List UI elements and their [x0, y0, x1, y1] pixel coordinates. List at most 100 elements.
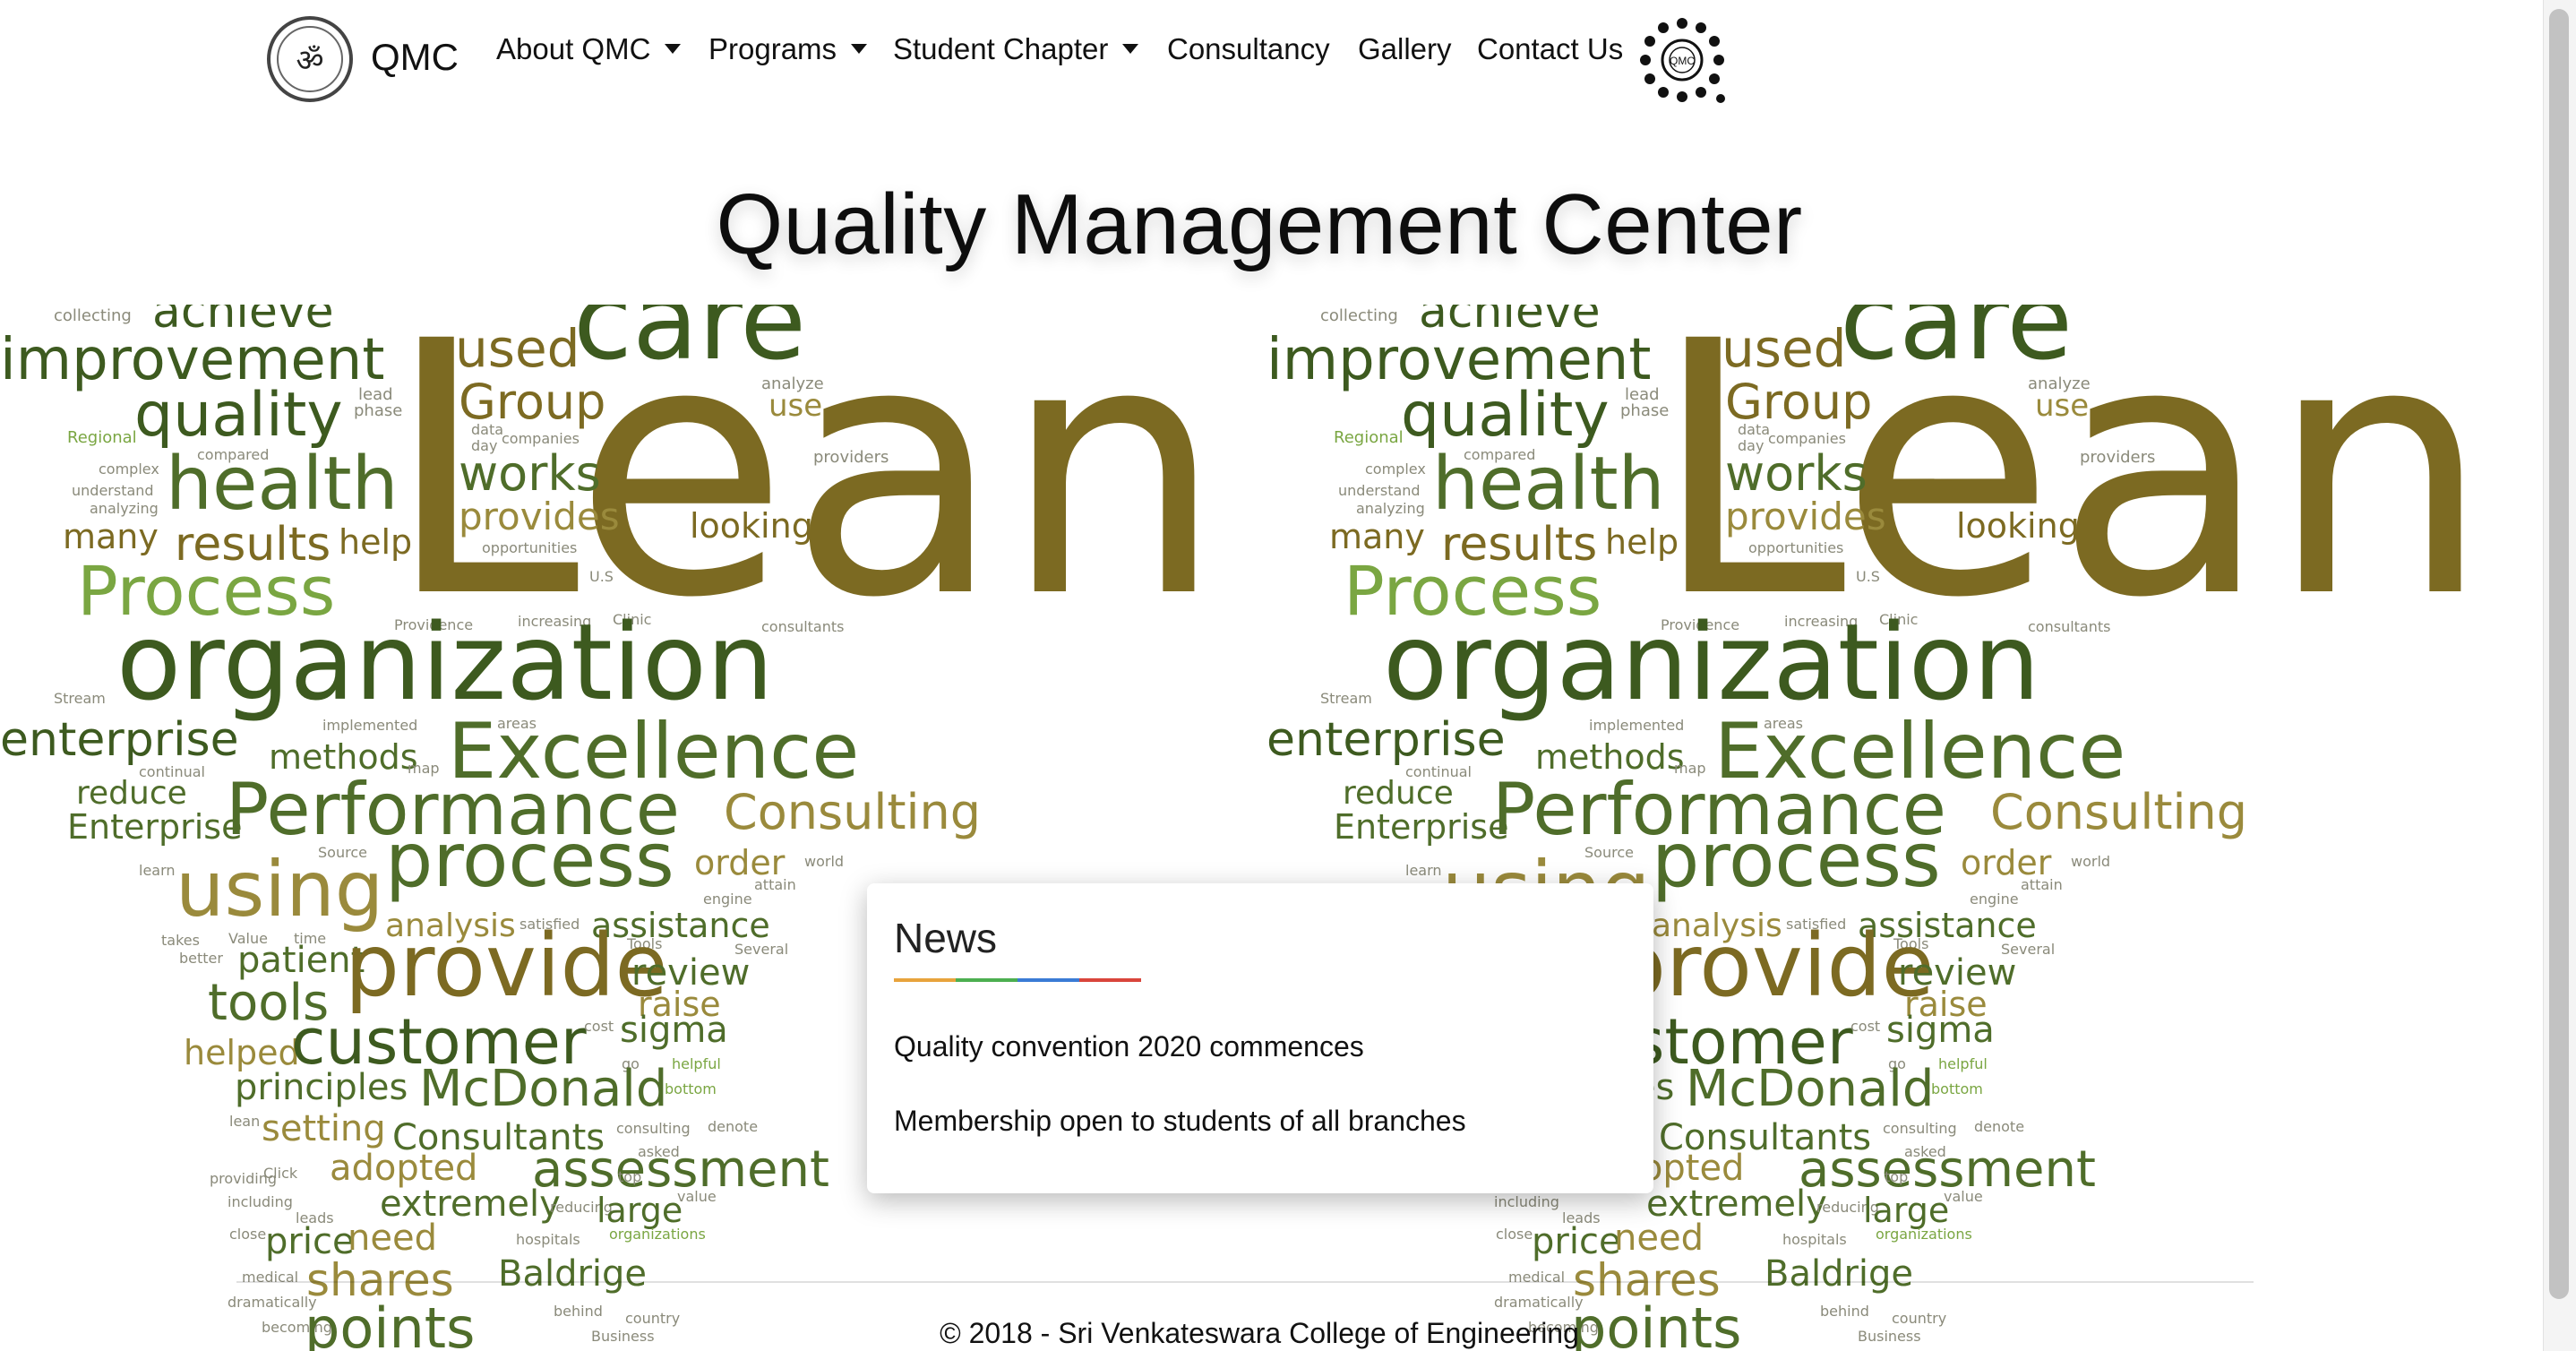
- word-cloud-word: organizations: [609, 1226, 706, 1243]
- word-cloud-word: consulting: [1883, 1120, 1957, 1137]
- word-cloud-word: Lean: [1652, 305, 2491, 674]
- nav-programs-label: Programs: [708, 32, 837, 65]
- word-cloud-word: setting: [262, 1108, 386, 1149]
- word-cloud-word: analysis: [385, 908, 516, 944]
- word-cloud-word: provides: [459, 495, 620, 538]
- word-cloud-word: phase: [354, 401, 403, 420]
- word-cloud-word: organization: [116, 600, 774, 724]
- word-cloud-word: analyze: [761, 374, 824, 393]
- word-cloud-word: world: [2071, 853, 2111, 870]
- page-title: Quality Management Center: [716, 176, 1803, 272]
- word-cloud-word: day: [1738, 437, 1765, 454]
- word-cloud-word: compared: [1464, 446, 1536, 463]
- word-cloud-word: Providence: [394, 616, 474, 633]
- word-cloud-word: raise: [1904, 985, 1988, 1024]
- word-cloud-word: map: [1674, 760, 1706, 777]
- nav-programs[interactable]: Programs: [708, 32, 868, 66]
- word-cloud-word: raise: [638, 985, 721, 1024]
- word-cloud-word: denote: [708, 1118, 759, 1135]
- word-cloud-word: Consulting: [1990, 784, 2248, 840]
- word-cloud-word: need: [348, 1218, 437, 1259]
- word-cloud-word: health: [1432, 442, 1665, 527]
- word-cloud-word: Group: [459, 374, 606, 430]
- word-cloud-word: U.S: [1856, 568, 1880, 585]
- scrollbar-thumb[interactable]: [2549, 9, 2569, 1299]
- word-cloud-word: Excellence: [1714, 707, 2126, 796]
- word-cloud-word: companies: [502, 430, 580, 447]
- word-cloud-word: leads: [296, 1209, 334, 1226]
- word-cloud-word: works: [1725, 445, 1868, 502]
- scrollbar[interactable]: [2543, 0, 2576, 1351]
- word-cloud-word: reduce: [76, 775, 187, 812]
- word-cloud-word: implemented: [1589, 717, 1685, 734]
- word-cloud-word: use: [2035, 388, 2090, 424]
- word-cloud-word: Enterprise: [1334, 807, 1509, 847]
- nav-consultancy[interactable]: Consultancy: [1167, 32, 1330, 65]
- word-cloud-word: hospitals: [516, 1231, 580, 1248]
- word-cloud-word: Clinic: [1879, 611, 1919, 628]
- nav-contact-us[interactable]: Contact Us: [1477, 32, 1624, 65]
- word-cloud-word: helpful: [672, 1055, 721, 1072]
- word-cloud-word: Business: [591, 1328, 655, 1345]
- word-cloud-word: review: [1898, 952, 2017, 994]
- word-cloud-word: quality: [134, 380, 343, 451]
- word-cloud-word: quality: [1401, 380, 1610, 451]
- word-cloud-word: understand: [72, 482, 154, 499]
- word-cloud-word: medical: [242, 1269, 299, 1286]
- word-cloud-word: provide: [1611, 916, 1935, 1016]
- word-cloud-word: consulting: [616, 1120, 691, 1137]
- word-cloud-word: hospitals: [1782, 1231, 1847, 1248]
- word-cloud-word: including: [228, 1193, 293, 1210]
- word-cloud-word: lean: [229, 1113, 261, 1130]
- word-cloud-word: Regional: [67, 428, 137, 447]
- word-cloud-word: becoming: [1528, 1319, 1599, 1336]
- word-cloud-word: Source: [318, 844, 367, 861]
- nav-about-qmc[interactable]: About QMC: [496, 32, 682, 66]
- word-cloud-word: use: [769, 388, 823, 424]
- word-cloud-word: providers: [813, 448, 889, 467]
- word-cloud-word: Lean: [385, 305, 1224, 674]
- word-cloud-word: organizations: [1876, 1226, 1972, 1243]
- word-cloud-word: continual: [139, 763, 205, 780]
- word-cloud-word: lead: [358, 385, 393, 404]
- partner-logo-icon[interactable]: QMC: [1637, 16, 1727, 104]
- word-cloud-word: consultants: [761, 618, 845, 635]
- news-item[interactable]: Membership open to students of all branc…: [894, 1105, 1466, 1137]
- word-cloud-word: analyzing: [1356, 500, 1425, 517]
- word-cloud-word: Excellence: [448, 707, 860, 796]
- college-logo-icon[interactable]: ॐ: [267, 16, 353, 102]
- brand-name[interactable]: QMC: [371, 36, 459, 78]
- word-cloud-word: asked: [638, 1143, 680, 1160]
- word-cloud-word: learn: [139, 862, 176, 879]
- word-cloud-word: large: [597, 1191, 683, 1230]
- word-cloud-word: attain: [2021, 876, 2063, 893]
- word-cloud-word: patient: [237, 940, 365, 981]
- word-cloud-word: Baldrige: [498, 1253, 648, 1295]
- nav-gallery[interactable]: Gallery: [1358, 32, 1452, 65]
- word-cloud-word: close: [229, 1226, 267, 1243]
- word-cloud-word: reducing: [1816, 1199, 1879, 1216]
- word-cloud-word: Stream: [1320, 690, 1372, 707]
- word-cloud-word: assessment: [532, 1140, 829, 1199]
- word-cloud-word: asked: [1904, 1143, 1946, 1160]
- word-cloud-word: including: [1494, 1193, 1559, 1210]
- word-cloud-word: value: [1944, 1188, 1983, 1205]
- word-cloud-word: Several: [734, 941, 789, 958]
- word-cloud-word: provide: [345, 916, 668, 1016]
- word-cloud-word: price: [265, 1221, 355, 1262]
- nav-student-chapter[interactable]: Student Chapter: [893, 32, 1139, 66]
- word-cloud-word: many: [1329, 517, 1425, 556]
- word-cloud-word: engine: [703, 891, 752, 908]
- word-cloud-word: Source: [1584, 844, 1634, 861]
- news-item[interactable]: Quality convention 2020 commences: [894, 1030, 1364, 1063]
- word-cloud-word: care: [573, 305, 807, 384]
- word-cloud-word: Performance: [1492, 768, 1946, 851]
- word-cloud-word: Group: [1725, 374, 1873, 430]
- word-cloud-word: sigma: [1886, 1010, 1995, 1051]
- word-cloud-word: price: [1532, 1221, 1621, 1262]
- word-cloud-word: methods: [1535, 737, 1685, 777]
- word-cloud-word: process: [385, 816, 674, 904]
- word-cloud-word: dramatically: [228, 1294, 317, 1311]
- word-cloud-word: extremely: [1646, 1183, 1827, 1225]
- word-cloud-word: methods: [269, 737, 418, 777]
